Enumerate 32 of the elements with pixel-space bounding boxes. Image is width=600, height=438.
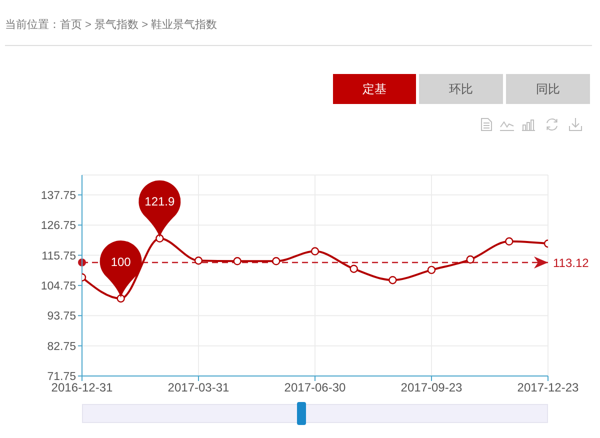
y-tick-label: 137.75 xyxy=(40,190,76,202)
point xyxy=(350,264,358,273)
point xyxy=(194,256,203,265)
y-tick-label: 71.75 xyxy=(47,371,76,384)
x-tick-label: 2017-03-31 xyxy=(168,380,230,395)
toggle-button[interactable]: 环比 xyxy=(419,74,503,104)
chart-title: 当前位置：首页 > 景气指数 > 鞋业景气指数 xyxy=(5,18,218,32)
data-label: 100 xyxy=(110,254,132,269)
point xyxy=(310,247,320,256)
toggle-button[interactable]: 同比 xyxy=(506,74,590,104)
point xyxy=(272,257,280,266)
point xyxy=(427,266,436,274)
point xyxy=(388,276,397,284)
point xyxy=(505,237,514,246)
point xyxy=(116,294,125,303)
y-tick-label: 82.75 xyxy=(47,340,76,353)
x-tick-label: 2016-12-31 xyxy=(51,380,114,395)
range-slider[interactable] xyxy=(82,404,548,423)
x-tick-label: 2017-12-23 xyxy=(517,380,580,395)
x-tick-label: 2017-09-23 xyxy=(400,380,463,395)
toggle-button[interactable]: 定基 xyxy=(333,74,416,104)
y-tick-label: 115.75 xyxy=(42,250,76,262)
y-tick-label: 93.75 xyxy=(47,310,76,323)
y-tick-label: 104.75 xyxy=(40,280,76,293)
slider-handle[interactable] xyxy=(297,402,306,425)
point xyxy=(233,257,242,266)
ref-line-label: 113.12 xyxy=(553,256,590,270)
point xyxy=(466,255,474,264)
y-tick-label: 126.75 xyxy=(40,220,76,232)
data-label: 121.9 xyxy=(144,194,176,209)
point xyxy=(156,234,164,242)
x-tick-label: 2017-06-30 xyxy=(284,380,346,395)
